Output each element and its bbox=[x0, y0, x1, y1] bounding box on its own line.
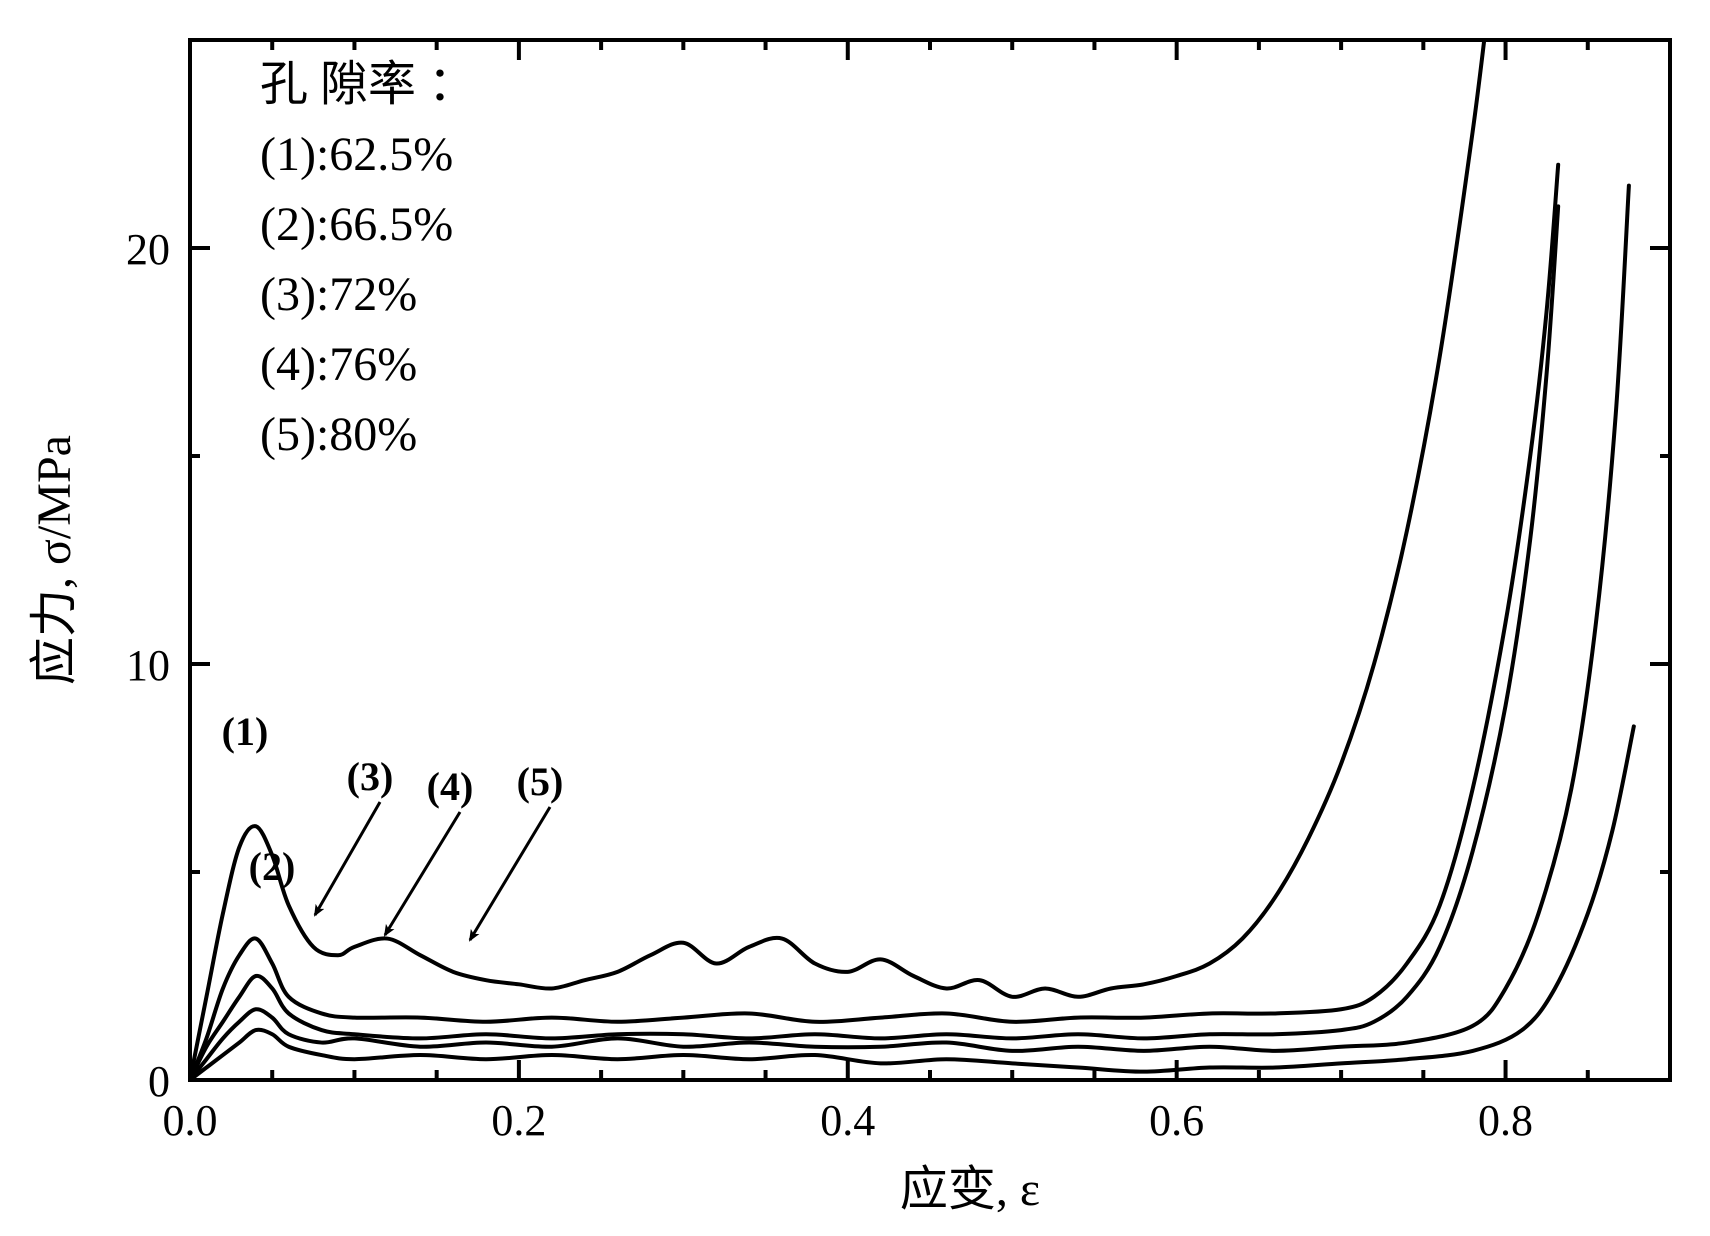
x-tick-label: 0.0 bbox=[163, 1096, 218, 1145]
legend-title: 孔 隙率 ： bbox=[260, 58, 476, 111]
y-tick-label: 0 bbox=[148, 1057, 170, 1106]
series-annotation: (5) bbox=[517, 759, 564, 804]
legend-item: (1):62.5% bbox=[260, 128, 453, 181]
y-axis-label: 应力, σ/MPa bbox=[28, 435, 81, 685]
legend-item: (5):80% bbox=[260, 408, 417, 461]
y-tick-label: 10 bbox=[126, 641, 170, 690]
legend-item: (2):66.5% bbox=[260, 198, 453, 251]
legend-item: (3):72% bbox=[260, 268, 417, 321]
y-tick-label: 20 bbox=[126, 225, 170, 274]
x-tick-label: 0.2 bbox=[491, 1096, 546, 1145]
series-annotation: (3) bbox=[347, 754, 394, 799]
series-annotation: (1) bbox=[222, 709, 269, 754]
stress-strain-chart: 0.0 0.2 0.4 0.6 0.8 0 10 20 应变, ε 应力, σ/MPa 孔 隙率 ：… bbox=[0, 0, 1710, 1236]
chart-svg: 0.0 0.2 0.4 0.6 0.8 0 10 20 应变, ε 应力, σ/MPa 孔 隙率 ：… bbox=[0, 0, 1710, 1236]
x-tick-label: 0.4 bbox=[820, 1096, 875, 1145]
series-annotation: (2) bbox=[249, 844, 296, 889]
series-annotation: (4) bbox=[427, 764, 474, 809]
x-tick-label: 0.8 bbox=[1478, 1096, 1533, 1145]
legend-item: (4):76% bbox=[260, 338, 417, 391]
x-tick-label: 0.6 bbox=[1149, 1096, 1204, 1145]
x-axis-label: 应变, ε bbox=[900, 1163, 1040, 1216]
